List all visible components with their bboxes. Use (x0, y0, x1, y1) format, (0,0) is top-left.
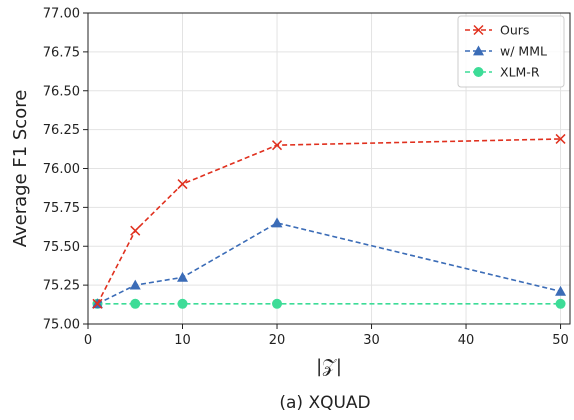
y-tick-label: 76.25 (43, 123, 80, 138)
x-tick-label: 50 (552, 333, 569, 348)
y-tick-label: 75.25 (43, 279, 80, 294)
series-layer (91, 133, 567, 309)
series-line-w-mml (97, 222, 561, 305)
data-point (129, 279, 141, 290)
y-axis-title: Average F1 Score (10, 90, 31, 248)
legend-marker (473, 24, 484, 36)
y-tick-label: 76.50 (43, 84, 80, 99)
data-point (271, 140, 283, 151)
legend: Ours w/ MML XLM-R (457, 15, 565, 88)
y-tick-label: 75.00 (43, 318, 80, 333)
y-tick-label: 75.50 (43, 240, 80, 255)
figure-caption: (a) XQUAD (279, 393, 370, 413)
data-point (92, 298, 103, 309)
data-point (177, 271, 189, 282)
marker-stroke (177, 179, 188, 190)
data-point (555, 133, 566, 144)
data-point (271, 217, 283, 228)
x-tick-label: 0 (84, 333, 92, 348)
marker-stroke (92, 298, 103, 309)
ticks: 75.00 75.25 75.50 75.75 76.00 76.25 76.50 76.75… (43, 7, 569, 349)
data-point (130, 298, 141, 309)
legend-label: Ours (500, 23, 529, 38)
y-tick-label: 76.75 (43, 45, 80, 60)
data-point (177, 179, 188, 190)
x-tick-label: 40 (458, 333, 475, 348)
x-axis-title: |𝒵| (316, 356, 342, 377)
legend-marker (473, 45, 484, 56)
y-tick-label: 75.75 (43, 201, 80, 216)
marker-stroke (130, 225, 141, 236)
legend-marker (473, 67, 484, 77)
legend-label: XLM-R (500, 65, 540, 80)
x-tick-label: 30 (363, 333, 380, 348)
data-point (130, 225, 141, 236)
data-point (555, 298, 566, 309)
data-point (555, 285, 567, 296)
y-tick-label: 76.00 (43, 162, 80, 177)
legend-label: w/ MML (500, 44, 547, 59)
x-tick-label: 10 (174, 333, 191, 348)
marker-stroke (473, 24, 484, 36)
marker-stroke (271, 140, 283, 151)
data-point (177, 298, 188, 309)
x-tick-label: 20 (269, 333, 286, 348)
data-point (272, 298, 283, 309)
y-tick-label: 77.00 (43, 7, 80, 22)
marker-stroke (555, 133, 566, 144)
legend-box (457, 15, 565, 88)
series-line-ours (96, 138, 561, 305)
grid (87, 12, 570, 325)
